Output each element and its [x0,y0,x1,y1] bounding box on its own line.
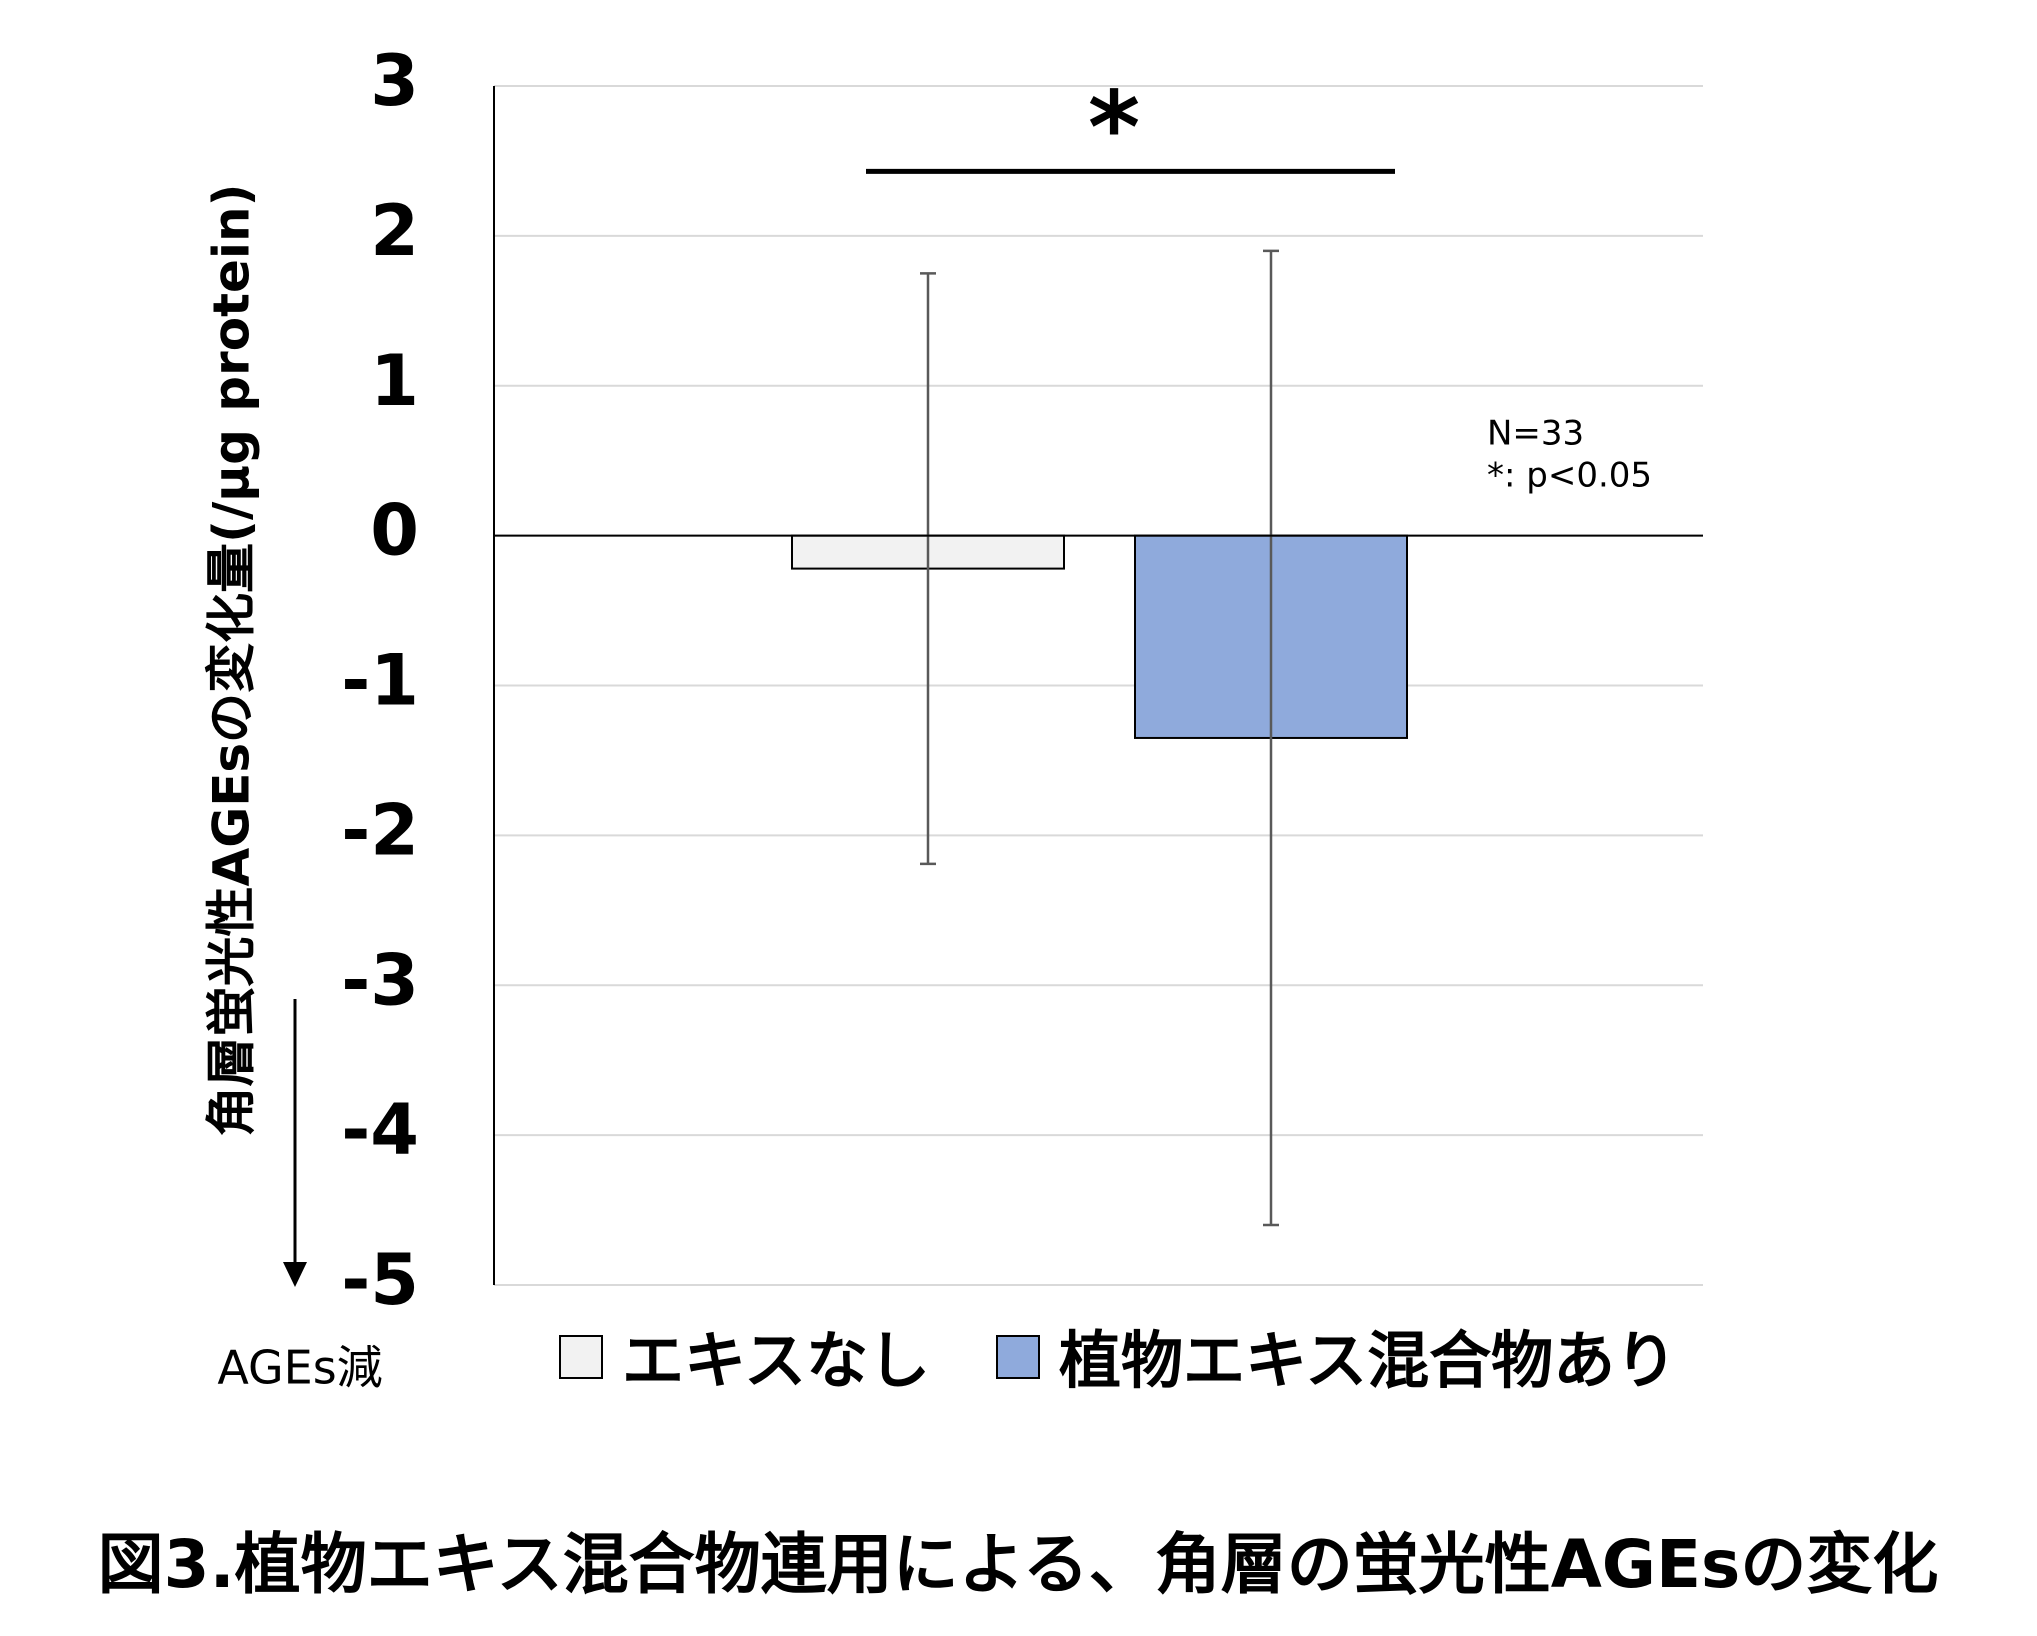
error-bar [1263,249,1279,1227]
note: *: p<0.05 [1487,456,1652,496]
legend-swatch [996,1335,1040,1379]
significance-marker: * [1088,69,1140,186]
y-tick-label: -4 [341,1089,419,1171]
y-tick-label: -1 [341,640,419,722]
legend-label: エキスなし [622,1324,930,1397]
note: N=33 [1487,414,1584,454]
y-tick-label: -3 [341,939,419,1021]
error-bar [920,272,936,866]
y-tick-label: -5 [341,1239,419,1321]
legend-swatch [559,1335,603,1379]
direction-arrowhead [283,1262,307,1287]
y-tick-label: 3 [370,40,419,122]
y-tick-label: 1 [370,340,419,422]
y-tick-label: 0 [370,490,419,572]
y-axis-label: 角層蛍光性AGEsの変化量(/μg protein) [203,184,261,1137]
y-tick-label: 2 [370,190,419,272]
direction-note: AGEs減 [217,1341,382,1395]
legend-label: 植物エキス混合物あり [1059,1324,1677,1397]
chart-title: 図3.植物エキス混合物連用による、角層の蛍光性AGEsの変化 [98,1526,1939,1603]
y-tick-label: -2 [341,789,419,871]
